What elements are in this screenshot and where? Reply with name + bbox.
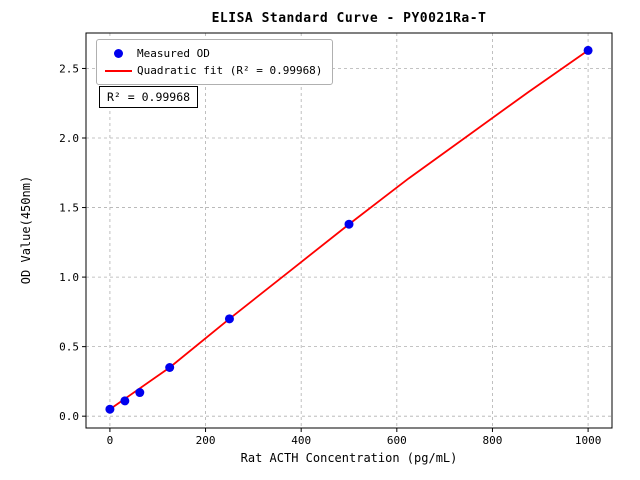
legend-label-measured-od: Measured OD xyxy=(137,47,210,60)
y-tick-label: 1.0 xyxy=(59,271,79,284)
data-point xyxy=(583,45,593,55)
x-tick-label: 1000 xyxy=(575,434,602,447)
x-tick-label: 800 xyxy=(483,434,503,447)
data-point xyxy=(135,388,145,398)
y-tick-label: 0.5 xyxy=(59,341,79,354)
axes-frame xyxy=(85,32,613,429)
data-point xyxy=(224,314,234,324)
measured-od-marker-icon xyxy=(114,49,123,58)
quadratic-fit-marker-icon xyxy=(105,69,132,72)
data-point xyxy=(105,404,115,414)
r-squared-annotation: R² = 0.99968 xyxy=(99,86,199,108)
chart-title: ELISA Standard Curve - PY0021Ra-T xyxy=(211,11,487,26)
legend-item-quadratic-fit: Quadratic fit (R² = 0.99968) xyxy=(105,62,322,79)
x-tick-label: 400 xyxy=(291,434,311,447)
x-tick-label: 600 xyxy=(387,434,407,447)
x-tick-label: 0 xyxy=(107,434,114,447)
legend-label-quadratic-fit: Quadratic fit (R² = 0.99968) xyxy=(137,64,323,77)
y-tick-label: 1.5 xyxy=(59,202,79,215)
x-axis-label: Rat ACTH Concentration (pg/mL) xyxy=(240,451,458,465)
x-tick-label: 200 xyxy=(196,434,216,447)
data-point xyxy=(344,219,354,229)
legend-item-measured-od: Measured OD xyxy=(105,45,322,62)
data-point xyxy=(120,396,130,406)
y-tick-label: 2.0 xyxy=(59,132,79,145)
y-tick-label: 0.0 xyxy=(59,410,79,423)
legend: Measured OD Quadratic fit (R² = 0.99968) xyxy=(96,39,334,85)
data-point xyxy=(165,362,175,372)
y-tick-label: 2.5 xyxy=(59,62,79,75)
